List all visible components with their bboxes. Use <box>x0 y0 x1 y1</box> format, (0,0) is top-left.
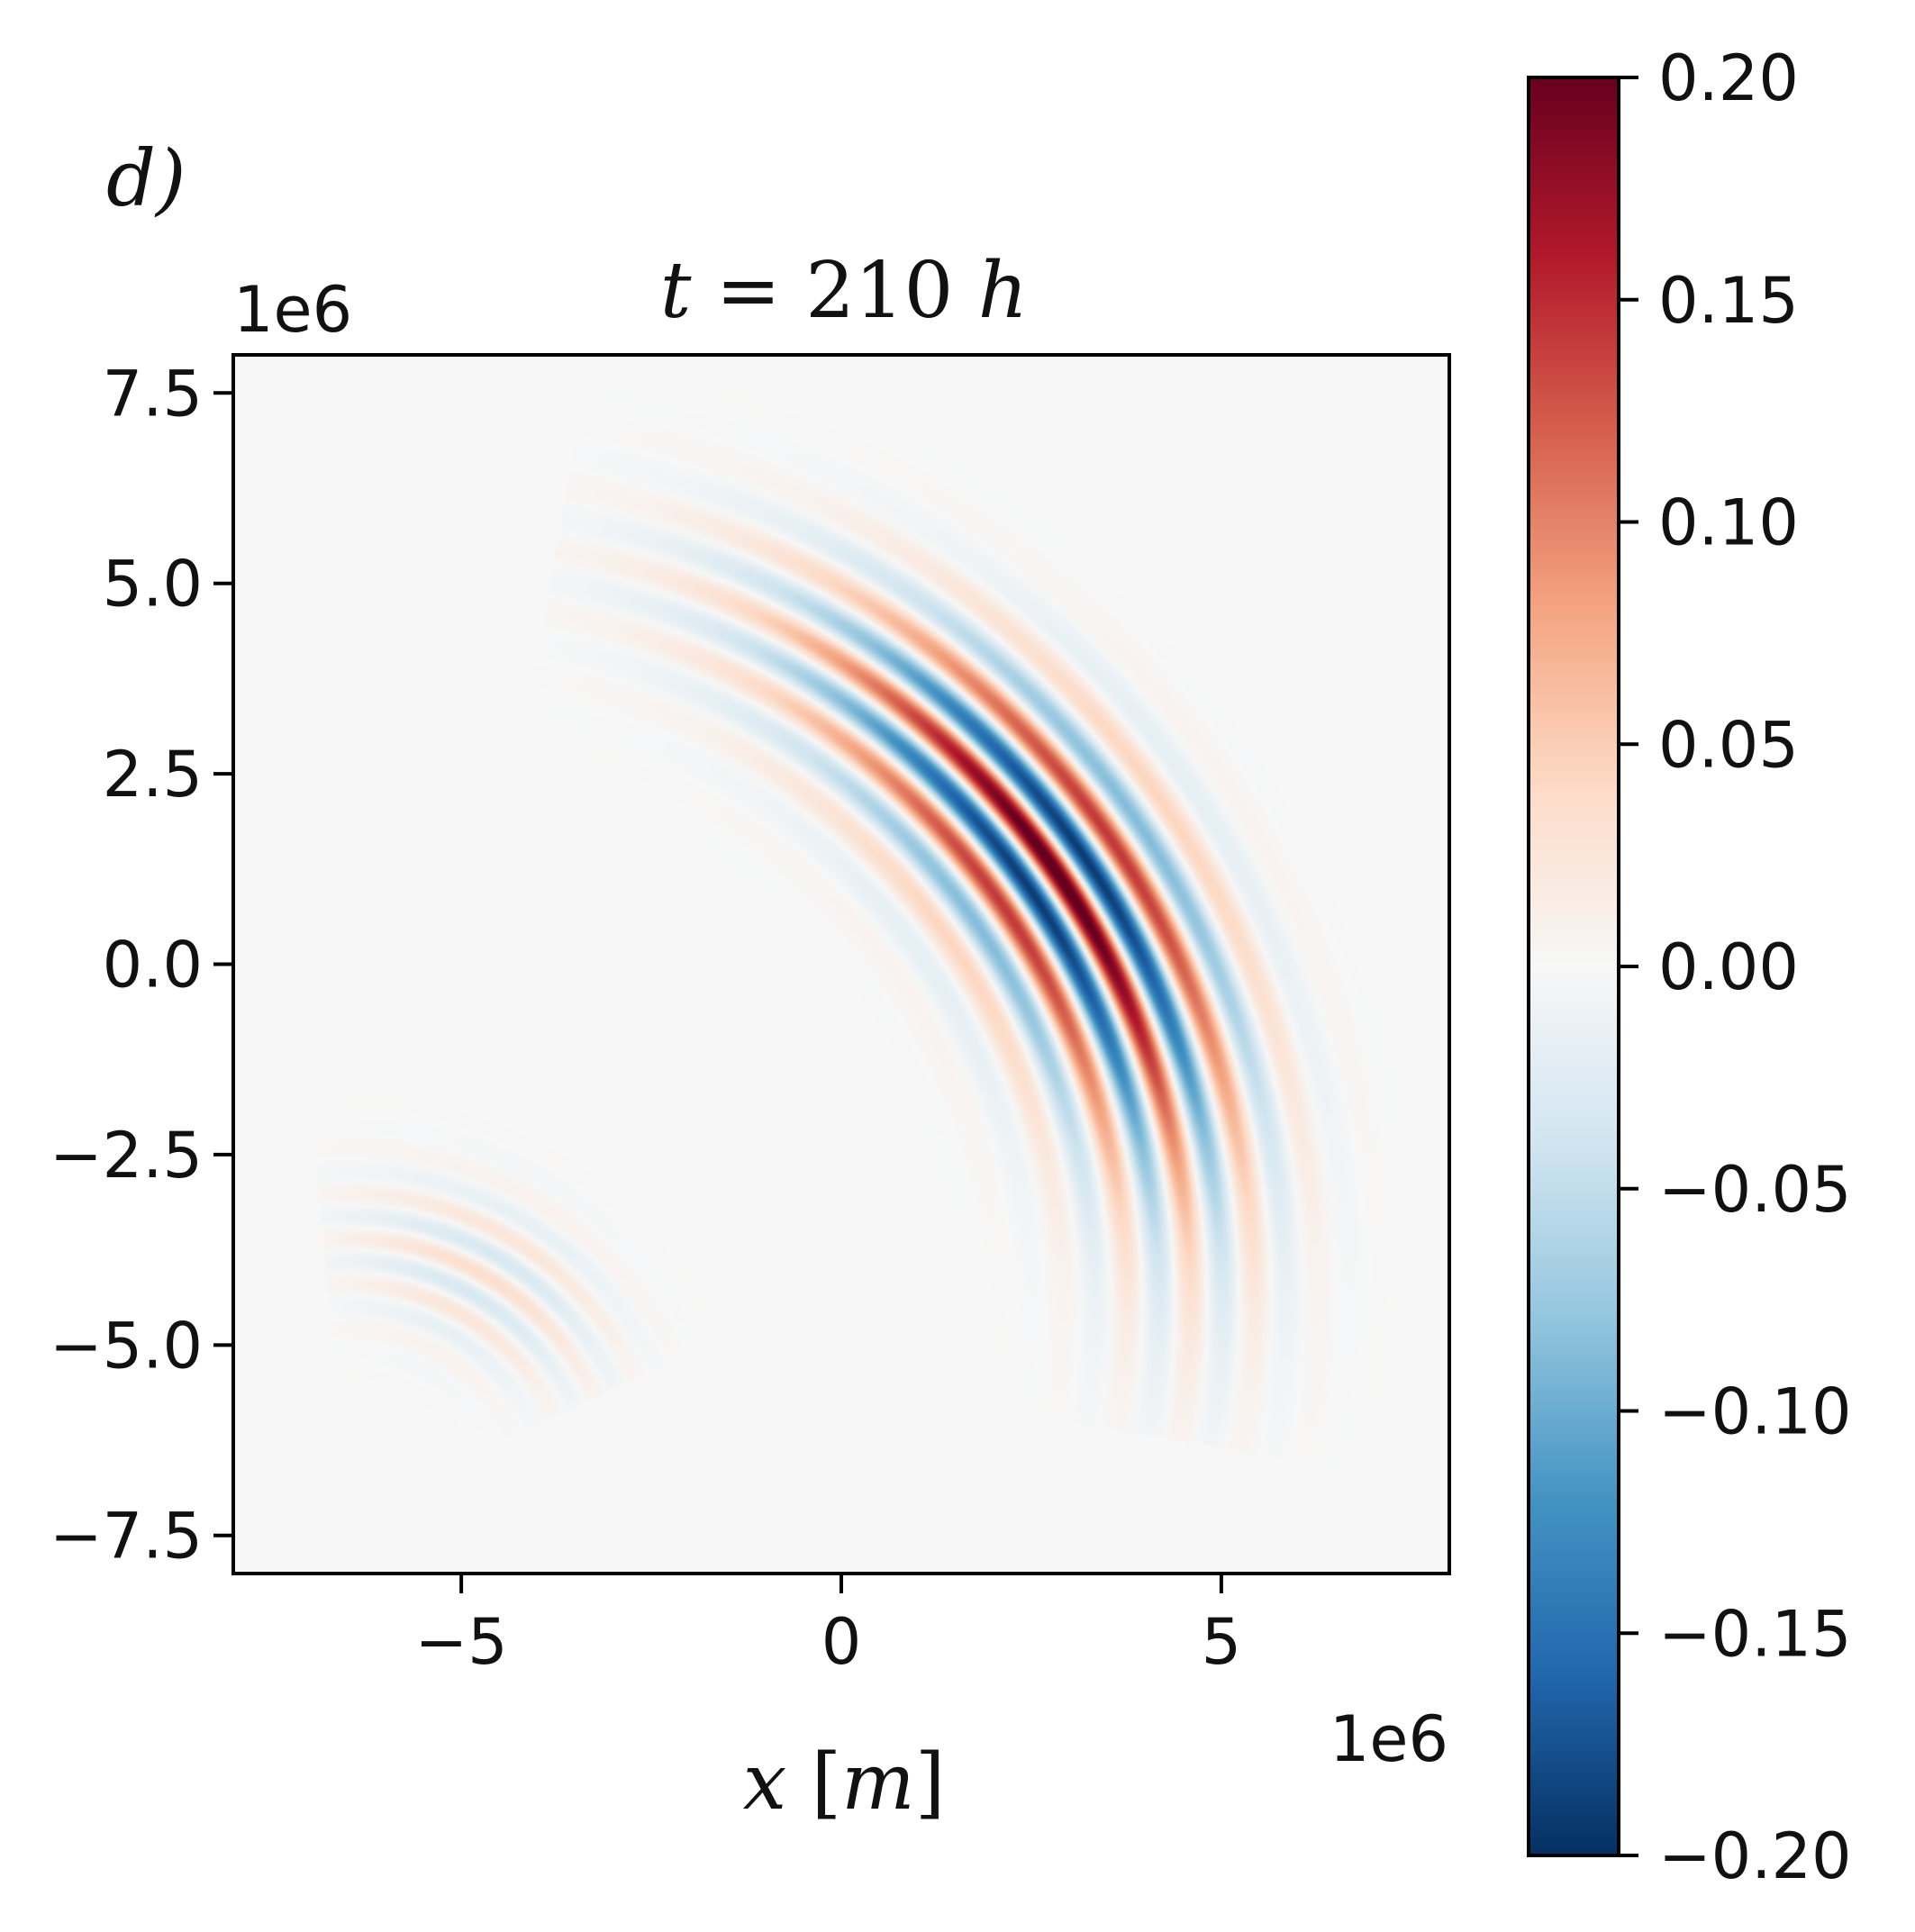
title-variable: t <box>660 246 692 336</box>
xlabel-bracket-open: [ <box>786 1737 841 1828</box>
colorbar-axis: 0.20 0.15 0.10 0.05 0.00 −0.05 −0.10 −0.15 −0.20 <box>1619 41 1852 1893</box>
y-tick-label: 7.5 <box>103 357 203 431</box>
title-unit: h <box>978 246 1028 336</box>
xlabel-unit: m <box>841 1737 915 1828</box>
colorbar-tick-label: −0.05 <box>1658 1153 1852 1227</box>
y-tick-label: 5.0 <box>103 548 203 621</box>
x-axis: −5 0 5 <box>415 1574 1242 1679</box>
xlabel-variable: x <box>743 1737 787 1828</box>
colorbar-tick-label: 0.05 <box>1658 708 1799 782</box>
y-offset-label: 1e6 <box>233 273 352 347</box>
colorbar-tick-label: −0.20 <box>1658 1819 1852 1893</box>
colorbar-tick-label: 0.00 <box>1658 930 1799 1004</box>
y-tick-label: −7.5 <box>50 1500 203 1574</box>
colorbar-tick-label: −0.15 <box>1658 1597 1852 1671</box>
y-tick-label: −2.5 <box>50 1119 203 1193</box>
y-tick-label: 0.0 <box>103 929 203 1002</box>
colorbar-gradient <box>1529 77 1619 1855</box>
x-tick-label: 5 <box>1202 1605 1242 1679</box>
x-tick-label: 0 <box>821 1605 862 1679</box>
y-axis: 7.5 5.0 2.5 0.0 −2.5 −5.0 −7.5 <box>50 357 233 1574</box>
colorbar-tick-label: 0.20 <box>1658 41 1799 115</box>
colorbar-tick-label: −0.10 <box>1658 1375 1852 1449</box>
colorbar-tick-label: 0.10 <box>1658 486 1799 560</box>
xlabel-bracket-close: ] <box>915 1737 946 1828</box>
heatmap-canvas <box>233 355 1449 1574</box>
y-tick-label: −5.0 <box>50 1309 203 1383</box>
panel-label: d) <box>106 134 186 224</box>
x-tick-label: −5 <box>415 1605 508 1679</box>
x-axis-label: x [m] <box>743 1737 946 1828</box>
title-equation: = 210 <box>691 246 977 336</box>
y-tick-label: 2.5 <box>103 738 203 812</box>
x-offset-label: 1e6 <box>1330 1702 1448 1776</box>
colorbar-tick-label: 0.15 <box>1658 264 1799 338</box>
chart-title: t = 210 h <box>660 246 1028 336</box>
